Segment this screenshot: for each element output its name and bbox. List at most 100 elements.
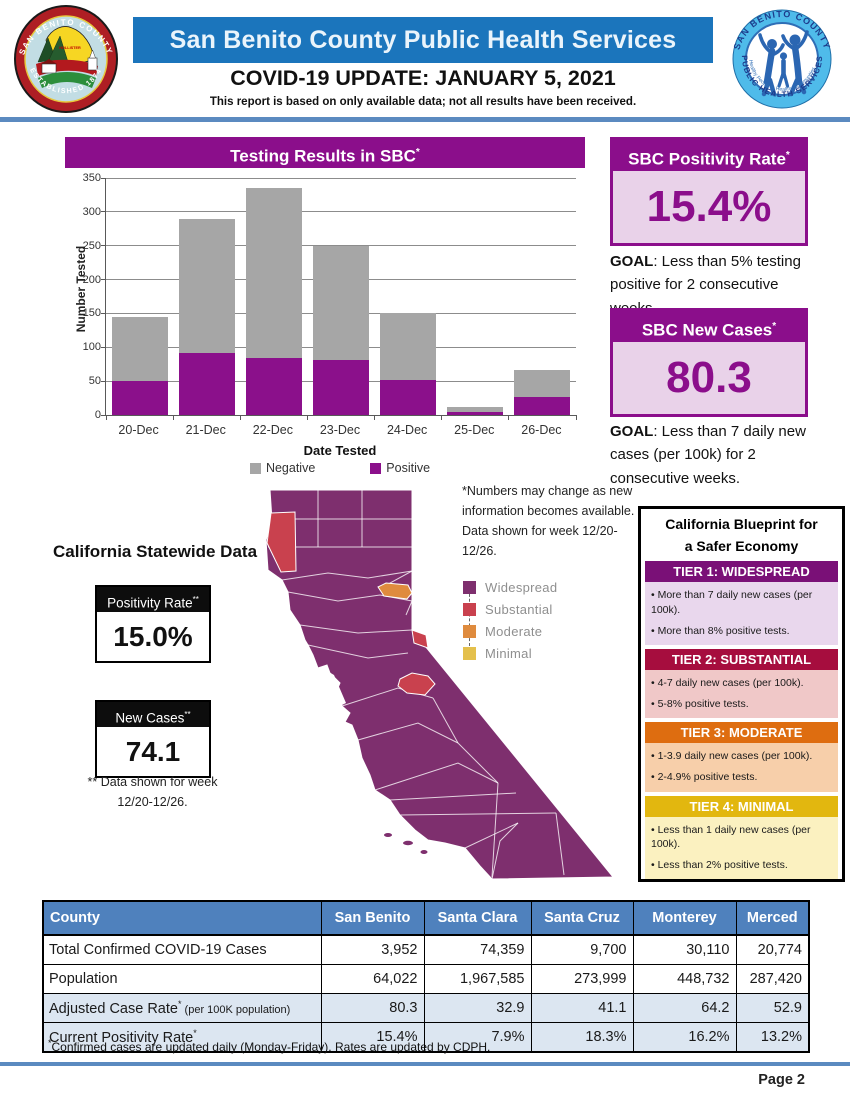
new-cases-goal-text: GOAL: Less than 7 daily new cases (per 1…	[610, 423, 806, 487]
map-footnote: *Numbers may change as new information b…	[462, 484, 635, 558]
column-header-santa-cruz: Santa Cruz	[530, 900, 634, 936]
sbc-positivity-rate-card: SBC Positivity Rate* 15.4%	[610, 137, 808, 246]
x-tick-label: 26-Dec	[521, 423, 562, 437]
cell-value: 16.2%	[632, 1022, 737, 1053]
header-divider-rule	[0, 117, 850, 122]
y-tick-label: 350	[82, 172, 101, 184]
sbc-new-cases-card: SBC New Cases* 80.3	[610, 308, 808, 417]
x-axis-tick-labels: 20-Dec 21-Dec 22-Dec 23-Dec 24-Dec 25-Dec 26-D…	[105, 423, 575, 439]
row-label: Population	[42, 964, 322, 994]
x-tick-label: 21-Dec	[185, 423, 226, 437]
card-value: 74.1	[125, 736, 181, 767]
cell-value: 3,952	[320, 934, 425, 965]
tier-bullet: • Less than 1 daily new cases (per 100k)…	[651, 823, 811, 850]
statewide-new-cases-card: New Cases** 74.1	[95, 700, 211, 778]
map-legend-item-moderate: Moderate	[463, 620, 613, 642]
tier-header: TIER 3: MODERATE	[645, 722, 838, 744]
bar-negative-21-Dec	[178, 218, 235, 354]
seal-green-field	[38, 72, 96, 88]
legend-item-negative: Negative	[249, 461, 315, 475]
tier-bullet: • 1-3.9 daily new cases (per 100k).	[651, 750, 813, 763]
kpi-title: SBC Positivity Rate*	[613, 140, 805, 171]
kpi-title: SBC New Cases*	[613, 311, 805, 342]
cell-value: 13.2%	[735, 1022, 810, 1053]
table-footnote: *Confirmed cases are updated daily (Mond…	[48, 1038, 491, 1054]
cell-value: 1,967,585	[423, 964, 532, 994]
cell-value: 287,420	[735, 964, 810, 994]
tier-bullet: • More than 8% positive tests.	[651, 624, 790, 637]
column-header-san-benito: San Benito	[320, 900, 425, 936]
county-comparison-table: County San Benito Santa Clara Santa Cruz Mon…	[42, 900, 810, 1053]
tier-body: • 4-7 daily new cases (per 100k). • 5-8% …	[645, 669, 838, 719]
gridline	[106, 245, 576, 247]
bar-positive-26-Dec	[514, 396, 571, 415]
tier-header: TIER 1: WIDESPREAD	[645, 561, 838, 583]
chart-plot-area	[101, 177, 577, 420]
tier-1: TIER 1: WIDESPREAD • More than 7 daily ne…	[645, 561, 838, 645]
bar-positive-22-Dec	[245, 358, 302, 415]
card-title: New Cases**	[97, 702, 209, 727]
tier-3: TIER 3: MODERATE • 1-3.9 daily new cases …	[645, 722, 838, 792]
cell-value: 41.1	[530, 993, 634, 1023]
statewide-heading: California Statewide Data	[52, 542, 258, 561]
x-tick-label: 23-Dec	[319, 423, 361, 437]
row-label: Total Confirmed COVID-19 Cases	[42, 934, 322, 965]
substantial-county-mono	[411, 629, 429, 649]
people-figures-icon	[758, 30, 809, 97]
bar-negative-25-Dec	[447, 406, 504, 412]
cell-value: 9,700	[530, 934, 634, 965]
map-legend-swatch	[463, 602, 476, 616]
channel-islands	[384, 833, 428, 854]
column-header-monterey: Monterey	[632, 900, 737, 936]
cell-value: 74,359	[423, 934, 532, 965]
legend-item-positive: Positive	[370, 461, 430, 475]
x-axis-title: Date Tested	[303, 443, 377, 458]
cell-value: 7.9%	[423, 1022, 532, 1053]
card-title: Positivity Rate**	[97, 587, 209, 612]
substantial-county-mariposa	[397, 672, 436, 696]
blueprint-panel: California Blueprint for a Safer Economy…	[638, 506, 845, 882]
report-update-title: COVID-19 UPDATE: JANUARY 5, 2021	[230, 66, 616, 90]
bar-positive-21-Dec	[178, 353, 235, 415]
california-tier-map	[265, 489, 615, 880]
bar-negative-26-Dec	[514, 370, 571, 397]
gridline	[106, 211, 576, 213]
tier-bullet: • 5-8% positive tests.	[651, 698, 749, 711]
legend-swatch	[370, 462, 382, 474]
tier-4: TIER 4: MINIMAL • Less than 1 daily new c…	[645, 795, 838, 880]
cell-value: 273,999	[530, 964, 634, 994]
kpi-value: 80.3	[613, 342, 805, 414]
y-tick-label: 250	[82, 239, 101, 252]
public-health-logo: SAN BENITO COUNTY PUBLIC HEALTH SERVICES…	[732, 9, 832, 109]
county-borders	[268, 490, 565, 880]
column-header-merced: Merced	[735, 900, 810, 936]
row-label: Adjusted Case Rate* (per 100K population…	[42, 993, 322, 1023]
bar-negative-23-Dec	[313, 245, 369, 361]
cell-value: 80.3	[320, 993, 425, 1023]
map-legend-swatch	[463, 624, 476, 638]
column-header-santa-clara: Santa Clara	[423, 900, 532, 936]
table-row: Current Positivity Rate* 15.4% 7.9% 18.3% 16…	[42, 1022, 810, 1053]
y-tick-label: 150	[82, 307, 101, 320]
y-tick-label: 200	[82, 273, 101, 286]
testing-results-chart: 0 50 100 150 200 250 300 350 Number Tested 20-D…	[65, 172, 585, 475]
tier-bullet: • More than 7 daily new cases (per 100k)…	[651, 589, 813, 616]
y-axis-tick-labels: 0 50 100 150 200 250 300 350	[69, 172, 101, 421]
cell-value: 32.9	[423, 993, 532, 1023]
gridline	[106, 177, 576, 179]
sf-bay-inlet	[322, 669, 346, 707]
map-legend-item-widespread: Widespread	[463, 576, 613, 598]
bar-positive-23-Dec	[313, 360, 369, 415]
table-row: Total Confirmed COVID-19 Cases 3,952 74,35…	[42, 934, 810, 965]
chart-legend: Negative Positive	[105, 461, 575, 475]
y-tick-label: 300	[82, 205, 101, 218]
x-tick-label: 20-Dec	[118, 423, 159, 437]
blueprint-title: California Blueprint for a Safer Economy	[665, 516, 818, 554]
seal-place-label: HOLLISTER	[59, 46, 81, 50]
cell-value: 18.3%	[530, 1022, 634, 1053]
footer-divider-rule	[0, 1062, 850, 1066]
legend-swatch	[249, 462, 261, 474]
y-tick-label: 50	[88, 375, 101, 388]
report-disclaimer: This report is based on only available d…	[209, 96, 637, 108]
blueprint-tiers: TIER 1: WIDESPREAD • More than 7 daily ne…	[641, 561, 842, 880]
